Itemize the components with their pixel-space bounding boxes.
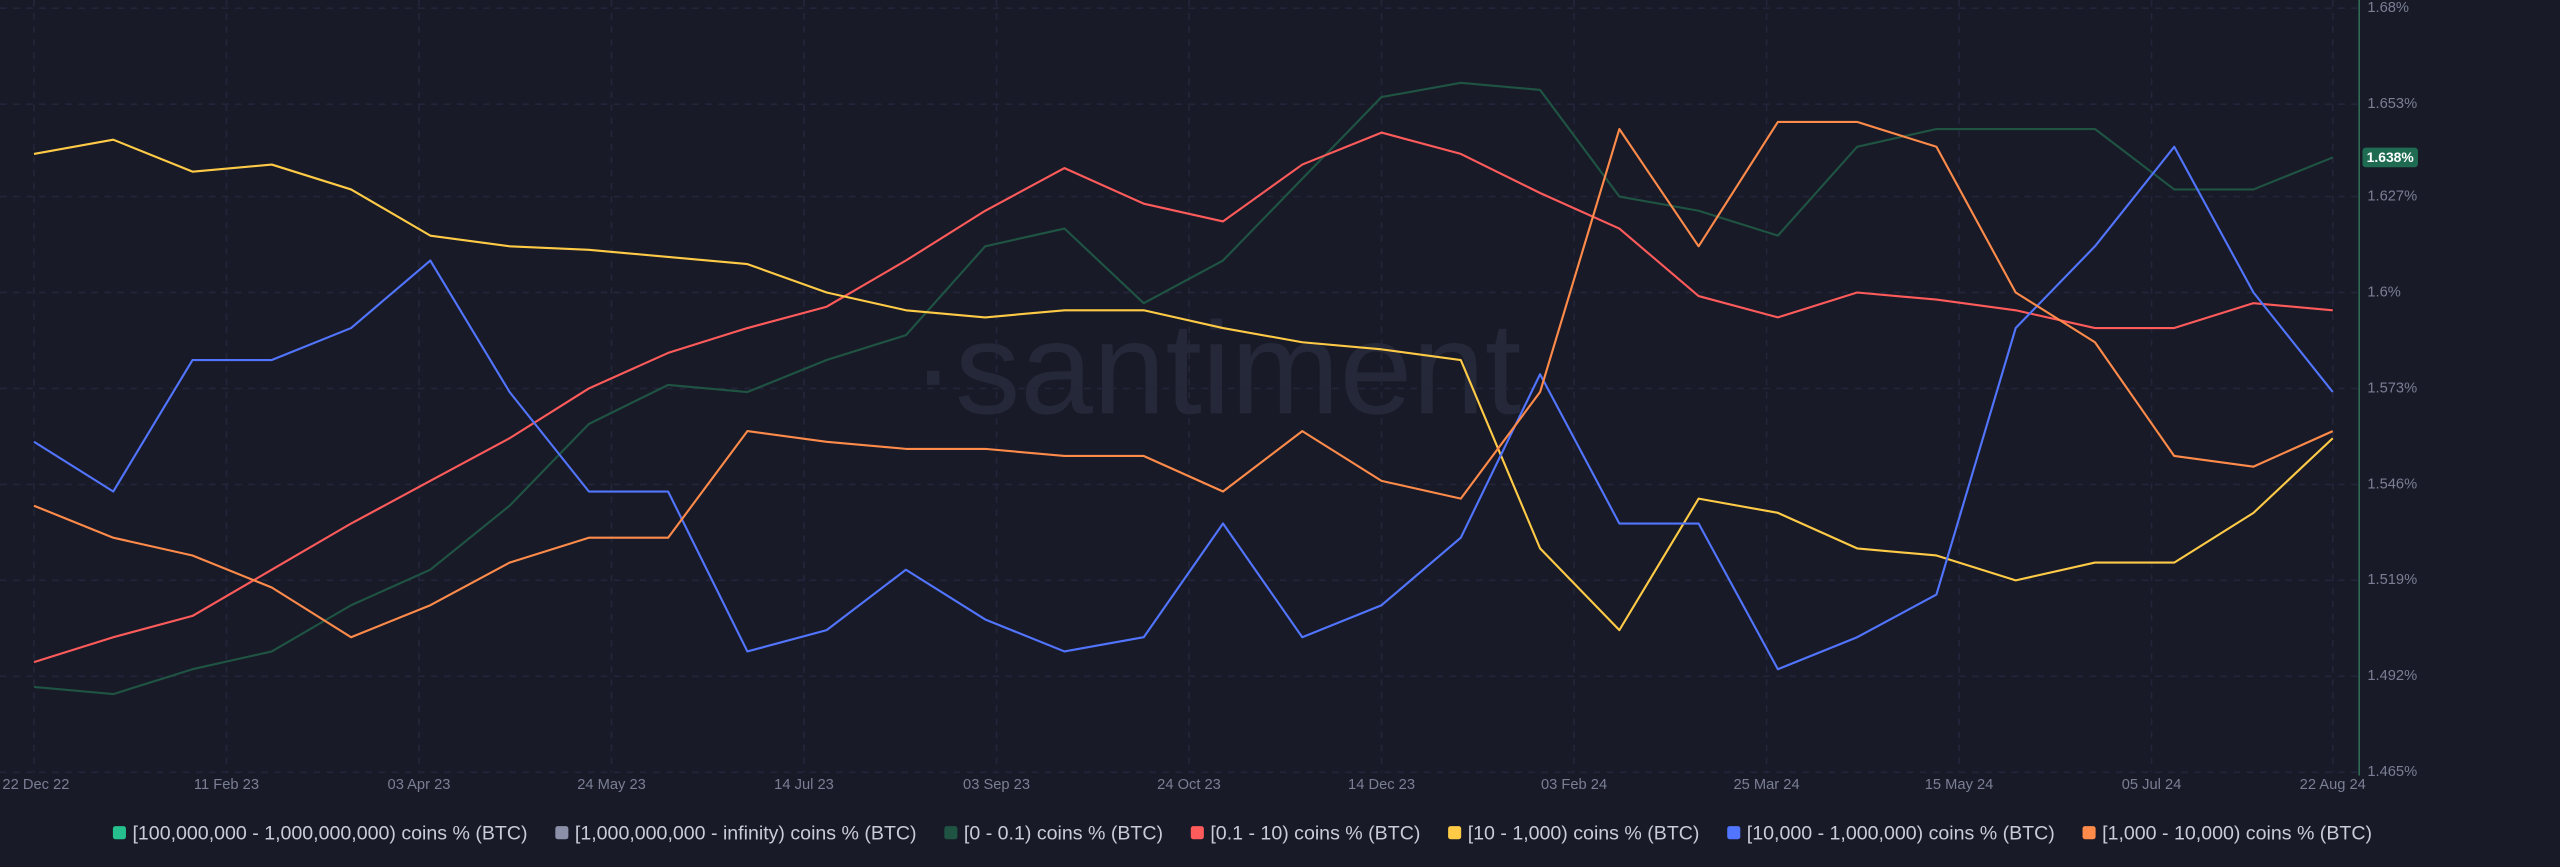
x-tick-label: 03 Feb 24 (1541, 777, 1607, 793)
y-tick-label: 1.573% (2367, 380, 2417, 396)
y-tick-label: 1.627% (2367, 188, 2417, 204)
series-line (33, 138, 2334, 632)
legend-label: [0 - 0.1) coins % (BTC) (964, 822, 1163, 844)
y-tick-label: 1.68% (2367, 0, 2409, 16)
x-tick-label: 03 Sep 23 (963, 777, 1030, 793)
legend-label: [10,000 - 1,000,000) coins % (BTC) (1747, 822, 2055, 844)
y-tick-label: 1.519% (2367, 572, 2417, 588)
legend-label: [1,000 - 10,000) coins % (BTC) (2102, 822, 2372, 844)
x-tick-label: 05 Jul 24 (2122, 777, 2182, 793)
series-line (33, 131, 2333, 664)
legend-label: [100,000,000 - 1,000,000,000) coins % (B… (132, 822, 527, 844)
x-tick-label: 22 Aug 24 (2300, 777, 2366, 793)
legend: [100,000,000 - 1,000,000,000) coins % (B… (112, 822, 2372, 844)
legend-swatch (944, 826, 958, 840)
series-line (33, 145, 2334, 671)
x-tick-label: 03 Apr 23 (388, 777, 451, 793)
x-tick-label: 11 Feb 23 (194, 777, 259, 793)
series-line (33, 120, 2334, 639)
legend-swatch (1190, 826, 1204, 840)
value-label: 1.638% (2367, 149, 2414, 165)
series-line (33, 81, 2334, 696)
legend-swatch (2082, 826, 2096, 840)
y-tick-label: 1.492% (2367, 668, 2417, 684)
x-tick-label: 14 Jul 23 (774, 777, 834, 793)
legend-label: [1,000,000,000 - infinity) coins % (BTC) (575, 822, 917, 844)
x-tick-label: 24 May 23 (577, 777, 646, 793)
legend-swatch (555, 826, 569, 840)
y-tick-label: 1.546% (2367, 476, 2417, 492)
x-tick-label: 15 May 24 (1925, 777, 1994, 793)
x-tick-label: 14 Dec 23 (1348, 777, 1415, 793)
x-tick-label: 25 Mar 24 (1733, 777, 1799, 793)
y-tick-label: 1.653% (2367, 96, 2417, 112)
legend-swatch (112, 826, 126, 840)
legend-label: [10 - 1,000) coins % (BTC) (1468, 822, 1700, 844)
legend-swatch (1727, 826, 1741, 840)
y-tick-label: 1.6% (2367, 284, 2400, 300)
legend-swatch (1448, 826, 1462, 840)
x-tick-label: 22 Dec 22 (2, 777, 69, 793)
watermark: ·santiment (911, 295, 1521, 441)
x-tick-label: 24 Oct 23 (1157, 777, 1221, 793)
legend-label: [0.1 - 10) coins % (BTC) (1210, 822, 1420, 844)
y-tick-label: 1.465% (2367, 764, 2417, 780)
value-label-box (2362, 147, 2418, 168)
